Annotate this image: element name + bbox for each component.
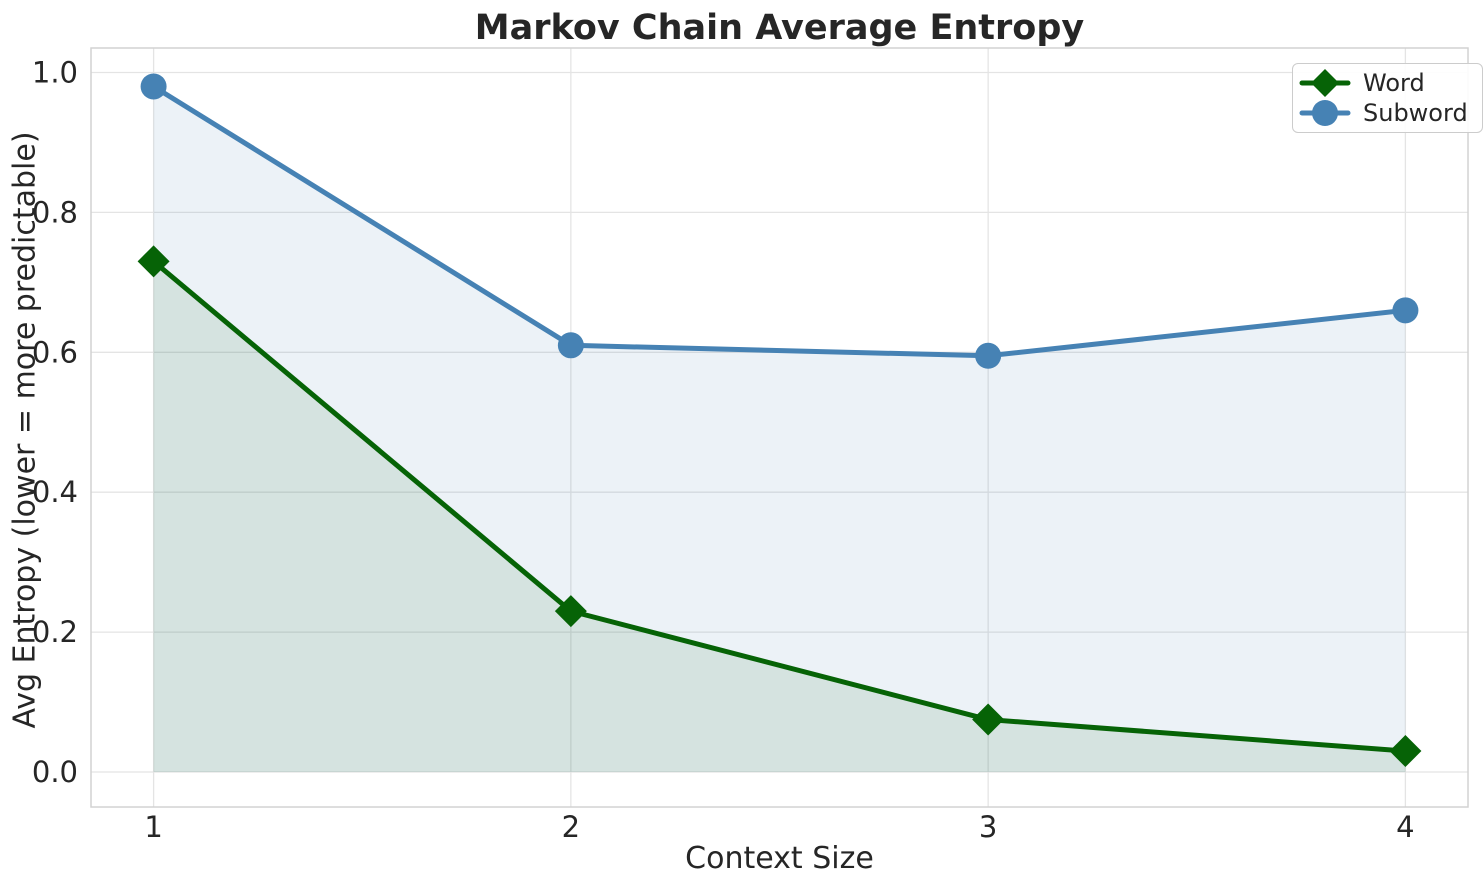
legend-item-subword: Subword [1299, 99, 1468, 127]
word-diamond-marker-icon [1299, 69, 1351, 97]
x-tick-label: 4 [1396, 810, 1414, 844]
word-data-point [554, 595, 587, 628]
subword-data-point [557, 332, 584, 359]
legend: Word Subword [1292, 63, 1483, 133]
subword-data-point [975, 342, 1002, 369]
x-tick-label: 1 [144, 810, 162, 844]
legend-item-word: Word [1299, 69, 1468, 97]
word-data-point [972, 703, 1005, 736]
legend-label-subword: Subword [1363, 99, 1468, 127]
word-fill-area [153, 261, 1406, 773]
subword-data-point [140, 73, 167, 100]
word-legend-diamond [1311, 69, 1339, 97]
subword-legend-circle [1312, 100, 1338, 126]
y-tick-label: 0.8 [32, 195, 78, 229]
word-data-point [1389, 735, 1422, 768]
y-axis-label: Avg Entropy (lower = more predictable) [7, 131, 43, 729]
chart-title: Markov Chain Average Entropy [474, 8, 1085, 48]
x-tick-label: 2 [562, 810, 580, 844]
plot-border [90, 47, 1469, 808]
subword-fill-area [153, 86, 1406, 773]
x-axis-label: Context Size [685, 841, 874, 876]
y-tick-label: 0.2 [32, 615, 78, 649]
word-series-line [151, 258, 1408, 754]
y-tick-label: 0.4 [32, 475, 78, 509]
y-tick-label: 0.0 [32, 755, 78, 789]
subword-data-point [1392, 297, 1419, 324]
x-tick-label: 3 [979, 810, 997, 844]
y-tick-label: 0.6 [32, 335, 78, 369]
legend-label-word: Word [1363, 69, 1425, 97]
subword-circle-marker-icon [1299, 100, 1351, 126]
y-tick-label: 1.0 [32, 55, 78, 89]
subword-series-line [151, 83, 1408, 359]
word-data-point [137, 245, 170, 278]
